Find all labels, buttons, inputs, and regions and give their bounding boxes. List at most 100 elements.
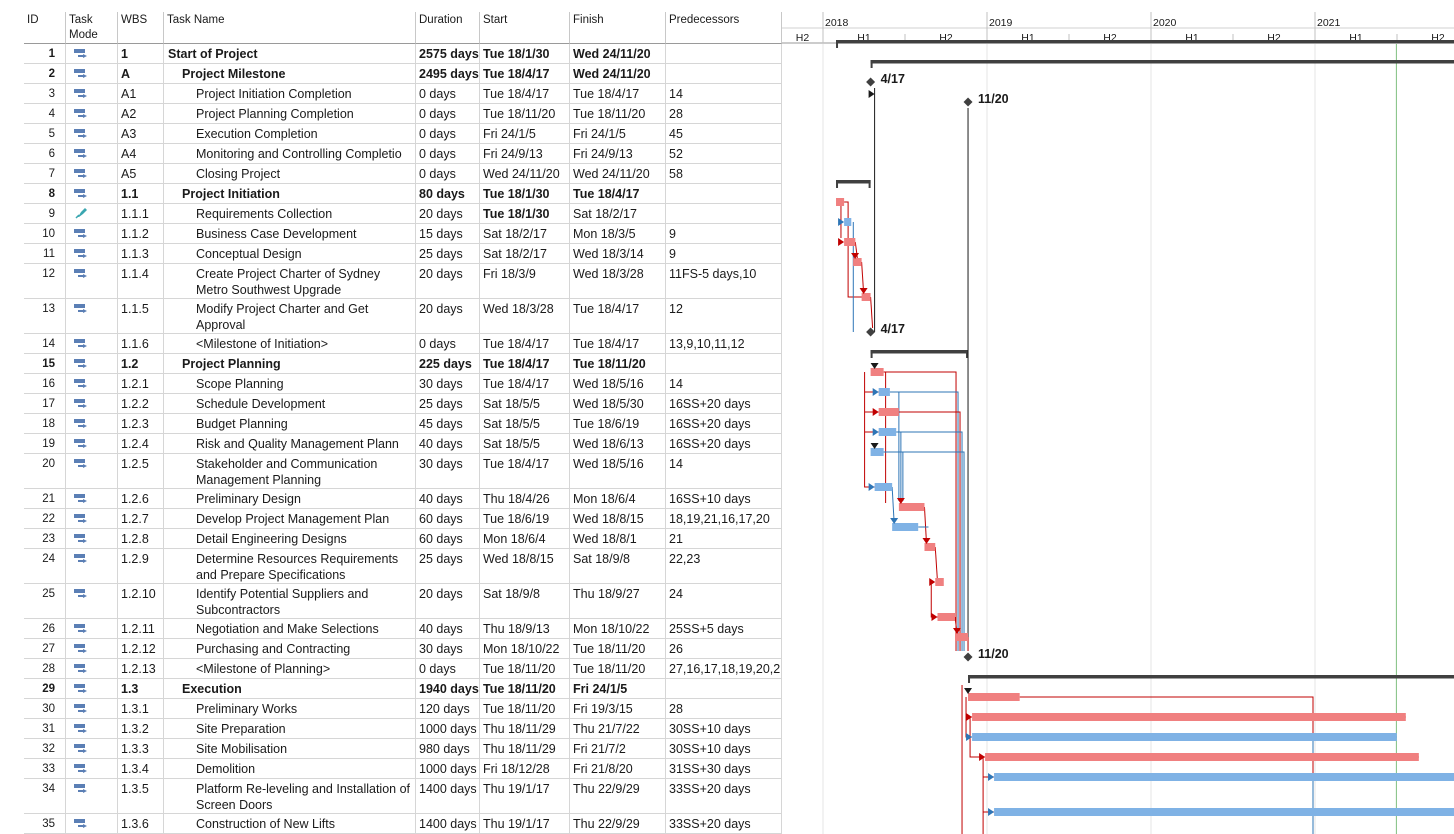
cell-task-name[interactable]: Negotiation and Make Selections — [164, 619, 416, 638]
task-mode-cell[interactable] — [66, 414, 118, 433]
cell-start[interactable]: Tue 18/1/30 — [480, 44, 570, 63]
cell-wbs[interactable]: 1.2.10 — [118, 584, 164, 618]
task-mode-cell[interactable] — [66, 584, 118, 618]
cell-finish[interactable]: Tue 18/11/20 — [570, 354, 666, 373]
cell-wbs[interactable]: 1.2.7 — [118, 509, 164, 528]
cell-start[interactable]: Tue 18/11/20 — [480, 659, 570, 678]
cell-wbs[interactable]: 1.2.8 — [118, 529, 164, 548]
cell-wbs[interactable]: 1.2.2 — [118, 394, 164, 413]
task-mode-cell[interactable] — [66, 529, 118, 548]
task-mode-cell[interactable] — [66, 699, 118, 718]
cell-task-name[interactable]: Preliminary Design — [164, 489, 416, 508]
cell-start[interactable]: Sat 18/2/17 — [480, 224, 570, 243]
task-mode-cell[interactable] — [66, 104, 118, 123]
cell-id[interactable]: 30 — [24, 699, 66, 718]
column-header-wbs[interactable]: WBS — [118, 12, 164, 44]
cell-start[interactable]: Mon 18/10/22 — [480, 639, 570, 658]
cell-finish[interactable]: Mon 18/6/4 — [570, 489, 666, 508]
task-mode-cell[interactable] — [66, 184, 118, 203]
cell-task-name[interactable]: Site Preparation — [164, 719, 416, 738]
cell-duration[interactable]: 25 days — [416, 394, 480, 413]
table-row[interactable]: 16 1.2.1 Scope Planning 30 days Tue 18/4/17 W… — [24, 374, 782, 394]
cell-wbs[interactable]: 1.3.2 — [118, 719, 164, 738]
cell-id[interactable]: 13 — [24, 299, 66, 333]
cell-id[interactable]: 25 — [24, 584, 66, 618]
cell-finish[interactable]: Fri 24/9/13 — [570, 144, 666, 163]
cell-wbs[interactable]: 1.2 — [118, 354, 164, 373]
task-mode-cell[interactable] — [66, 619, 118, 638]
cell-task-name[interactable]: Closing Project — [164, 164, 416, 183]
task-mode-cell[interactable] — [66, 779, 118, 813]
cell-start[interactable]: Tue 18/11/20 — [480, 699, 570, 718]
cell-finish[interactable]: Wed 24/11/20 — [570, 64, 666, 83]
table-row[interactable]: 27 1.2.12 Purchasing and Contracting 30 day… — [24, 639, 782, 659]
cell-duration[interactable]: 80 days — [416, 184, 480, 203]
cell-predecessors[interactable]: 16SS+10 days — [666, 489, 782, 508]
cell-predecessors[interactable]: 18,19,21,16,17,20 — [666, 509, 782, 528]
cell-task-name[interactable]: Modify Project Charter and Get Approval — [164, 299, 416, 333]
cell-id[interactable]: 20 — [24, 454, 66, 488]
task-mode-cell[interactable] — [66, 549, 118, 583]
cell-finish[interactable]: Wed 18/6/13 — [570, 434, 666, 453]
task-mode-cell[interactable] — [66, 394, 118, 413]
cell-id[interactable]: 34 — [24, 779, 66, 813]
task-mode-cell[interactable] — [66, 814, 118, 833]
cell-duration[interactable]: 0 days — [416, 164, 480, 183]
cell-predecessors[interactable]: 14 — [666, 454, 782, 488]
cell-start[interactable]: Fri 24/1/5 — [480, 124, 570, 143]
cell-duration[interactable]: 0 days — [416, 144, 480, 163]
task-mode-cell[interactable] — [66, 454, 118, 488]
cell-predecessors[interactable]: 13,9,10,11,12 — [666, 334, 782, 353]
cell-task-name[interactable]: Project Initiation Completion — [164, 84, 416, 103]
cell-finish[interactable]: Tue 18/4/17 — [570, 184, 666, 203]
cell-wbs[interactable]: 1 — [118, 44, 164, 63]
cell-finish[interactable]: Wed 24/11/20 — [570, 44, 666, 63]
cell-start[interactable]: Sat 18/5/5 — [480, 414, 570, 433]
table-row[interactable]: 33 1.3.4 Demolition 1000 days Fri 18/12/28 Fr… — [24, 759, 782, 779]
cell-id[interactable]: 10 — [24, 224, 66, 243]
cell-task-name[interactable]: Start of Project — [164, 44, 416, 63]
cell-wbs[interactable]: 1.2.9 — [118, 549, 164, 583]
table-row[interactable]: 29 1.3 Execution 1940 days Tue 18/11/20 Fri 2… — [24, 679, 782, 699]
cell-duration[interactable]: 1940 days — [416, 679, 480, 698]
cell-task-name[interactable]: Business Case Development — [164, 224, 416, 243]
cell-start[interactable]: Wed 18/3/28 — [480, 299, 570, 333]
cell-id[interactable]: 28 — [24, 659, 66, 678]
cell-task-name[interactable]: Project Planning Completion — [164, 104, 416, 123]
cell-finish[interactable]: Wed 18/3/14 — [570, 244, 666, 263]
cell-wbs[interactable]: 1.3.4 — [118, 759, 164, 778]
cell-finish[interactable]: Thu 21/7/22 — [570, 719, 666, 738]
cell-task-name[interactable]: Develop Project Management Plan — [164, 509, 416, 528]
table-row[interactable]: 13 1.1.5 Modify Project Charter and Get Ap… — [24, 299, 782, 334]
cell-duration[interactable]: 0 days — [416, 334, 480, 353]
cell-wbs[interactable]: 1.2.4 — [118, 434, 164, 453]
cell-finish[interactable]: Fri 24/1/5 — [570, 124, 666, 143]
cell-wbs[interactable]: 1.3.1 — [118, 699, 164, 718]
cell-predecessors[interactable]: 33SS+20 days — [666, 814, 782, 833]
cell-duration[interactable]: 30 days — [416, 454, 480, 488]
task-mode-cell[interactable] — [66, 264, 118, 298]
cell-task-name[interactable]: Project Initiation — [164, 184, 416, 203]
cell-wbs[interactable]: 1.2.13 — [118, 659, 164, 678]
cell-wbs[interactable]: A5 — [118, 164, 164, 183]
cell-duration[interactable]: 20 days — [416, 584, 480, 618]
cell-duration[interactable]: 1400 days — [416, 814, 480, 833]
cell-id[interactable]: 15 — [24, 354, 66, 373]
cell-duration[interactable]: 45 days — [416, 414, 480, 433]
cell-wbs[interactable]: 1.3.3 — [118, 739, 164, 758]
cell-wbs[interactable]: 1.1.3 — [118, 244, 164, 263]
cell-finish[interactable]: Fri 21/8/20 — [570, 759, 666, 778]
cell-finish[interactable]: Wed 18/5/16 — [570, 454, 666, 488]
cell-finish[interactable]: Fri 24/1/5 — [570, 679, 666, 698]
table-row[interactable]: 12 1.1.4 Create Project Charter of Sydney … — [24, 264, 782, 299]
cell-finish[interactable]: Wed 18/5/30 — [570, 394, 666, 413]
cell-duration[interactable]: 40 days — [416, 619, 480, 638]
cell-task-name[interactable]: Construction of New Lifts — [164, 814, 416, 833]
cell-id[interactable]: 8 — [24, 184, 66, 203]
cell-wbs[interactable]: 1.1.2 — [118, 224, 164, 243]
cell-predecessors[interactable]: 52 — [666, 144, 782, 163]
cell-id[interactable]: 26 — [24, 619, 66, 638]
table-row[interactable]: 30 1.3.1 Preliminary Works 120 days Tue 18/1… — [24, 699, 782, 719]
cell-task-name[interactable]: Identify Potential Suppliers and Subcont… — [164, 584, 416, 618]
cell-task-name[interactable]: Requirements Collection — [164, 204, 416, 223]
